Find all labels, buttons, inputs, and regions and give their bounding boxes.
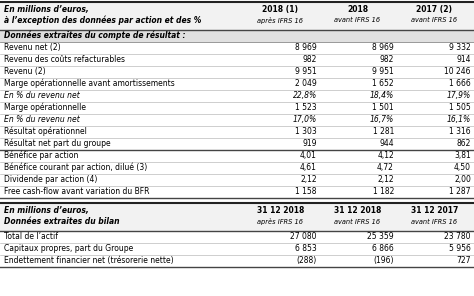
Text: 10 246: 10 246 <box>445 67 471 76</box>
Text: En % du revenu net: En % du revenu net <box>4 115 80 124</box>
Text: 1 523: 1 523 <box>295 103 317 112</box>
Text: 31 12 2018: 31 12 2018 <box>257 206 304 215</box>
Text: 4,12: 4,12 <box>377 151 394 160</box>
Text: 9 951: 9 951 <box>372 67 394 76</box>
Text: 31 12 2017: 31 12 2017 <box>411 206 458 215</box>
Text: 2018: 2018 <box>347 5 368 14</box>
Text: Revenu net (2): Revenu net (2) <box>4 43 61 52</box>
Text: 18,4%: 18,4% <box>370 91 394 100</box>
Text: 1 316: 1 316 <box>449 127 471 136</box>
Text: 1 303: 1 303 <box>295 127 317 136</box>
Text: 1 158: 1 158 <box>295 187 317 196</box>
Text: 3,81: 3,81 <box>454 151 471 160</box>
Text: 6 853: 6 853 <box>295 244 317 253</box>
Text: 25 359: 25 359 <box>367 232 394 241</box>
Text: Marge opérationnelle avant amortissements: Marge opérationnelle avant amortissement… <box>4 79 175 88</box>
Text: 1 652: 1 652 <box>373 79 394 88</box>
Text: 16,1%: 16,1% <box>447 115 471 124</box>
Text: 8 969: 8 969 <box>295 43 317 52</box>
Text: 4,61: 4,61 <box>300 163 317 172</box>
Text: Total de l’actif: Total de l’actif <box>4 232 58 241</box>
Text: avant IFRS 16: avant IFRS 16 <box>335 17 381 23</box>
Text: Endettement financier net (trésorerie nette): Endettement financier net (trésorerie ne… <box>4 256 173 265</box>
Text: 16,7%: 16,7% <box>370 115 394 124</box>
Bar <box>0 1 474 30</box>
Text: Revenu (2): Revenu (2) <box>4 67 46 76</box>
Text: avant IFRS 16: avant IFRS 16 <box>411 218 457 224</box>
Text: 4,72: 4,72 <box>377 163 394 172</box>
Text: 17,0%: 17,0% <box>293 115 317 124</box>
Text: 982: 982 <box>302 55 317 64</box>
Text: Free cash-flow avant variation du BFR: Free cash-flow avant variation du BFR <box>4 187 149 196</box>
Text: 6 866: 6 866 <box>372 244 394 253</box>
Text: 1 501: 1 501 <box>373 103 394 112</box>
Text: 2,12: 2,12 <box>301 175 317 184</box>
Text: Bénéfice par action: Bénéfice par action <box>4 151 78 160</box>
Bar <box>0 30 474 41</box>
Text: à l’exception des données par action et des %: à l’exception des données par action et … <box>4 16 201 25</box>
Text: 2017 (2): 2017 (2) <box>417 5 453 14</box>
Text: 862: 862 <box>456 139 471 148</box>
Text: 2 049: 2 049 <box>295 79 317 88</box>
Text: 1 666: 1 666 <box>449 79 471 88</box>
Text: 9 951: 9 951 <box>295 67 317 76</box>
Text: 919: 919 <box>302 139 317 148</box>
Text: 8 969: 8 969 <box>372 43 394 52</box>
Text: Marge opérationnelle: Marge opérationnelle <box>4 103 86 112</box>
Text: 22,8%: 22,8% <box>293 91 317 100</box>
Text: après IFRS 16: après IFRS 16 <box>257 17 303 24</box>
Bar <box>0 202 474 231</box>
Text: 5 956: 5 956 <box>449 244 471 253</box>
Text: 4,01: 4,01 <box>300 151 317 160</box>
Text: (288): (288) <box>297 256 317 265</box>
Text: Revenu des coûts refacturables: Revenu des coûts refacturables <box>4 55 125 64</box>
Text: Capitaux propres, part du Groupe: Capitaux propres, part du Groupe <box>4 244 133 253</box>
Text: avant IFRS 16: avant IFRS 16 <box>411 17 457 23</box>
Text: 1 287: 1 287 <box>449 187 471 196</box>
Text: 982: 982 <box>380 55 394 64</box>
Text: En millions d’euros,: En millions d’euros, <box>4 5 89 14</box>
Text: Dividende par action (4): Dividende par action (4) <box>4 175 97 184</box>
Text: 1 281: 1 281 <box>373 127 394 136</box>
Text: 1 182: 1 182 <box>373 187 394 196</box>
Text: (196): (196) <box>374 256 394 265</box>
Text: Résultat opérationnel: Résultat opérationnel <box>4 127 87 136</box>
Text: 4,50: 4,50 <box>454 163 471 172</box>
Text: Données extraites du compte de résultat :: Données extraites du compte de résultat … <box>4 31 185 40</box>
Text: Résultat net part du groupe: Résultat net part du groupe <box>4 139 110 148</box>
Text: 17,9%: 17,9% <box>447 91 471 100</box>
Text: 2018 (1): 2018 (1) <box>263 5 299 14</box>
Text: 727: 727 <box>456 256 471 265</box>
Text: 914: 914 <box>456 55 471 64</box>
Text: 2,00: 2,00 <box>454 175 471 184</box>
Text: 31 12 2018: 31 12 2018 <box>334 206 381 215</box>
Text: En % du revenu net: En % du revenu net <box>4 91 80 100</box>
Text: 27 080: 27 080 <box>291 232 317 241</box>
Text: avant IFRS 16: avant IFRS 16 <box>335 218 381 224</box>
Text: Bénéfice courant par action, dilué (3): Bénéfice courant par action, dilué (3) <box>4 163 147 172</box>
Text: 1 505: 1 505 <box>449 103 471 112</box>
Text: 23 780: 23 780 <box>445 232 471 241</box>
Text: 9 332: 9 332 <box>449 43 471 52</box>
Text: Données extraites du bilan: Données extraites du bilan <box>4 217 119 226</box>
Text: 944: 944 <box>379 139 394 148</box>
Text: En millions d’euros,: En millions d’euros, <box>4 206 89 215</box>
Text: après IFRS 16: après IFRS 16 <box>257 218 303 225</box>
Text: 2,12: 2,12 <box>377 175 394 184</box>
